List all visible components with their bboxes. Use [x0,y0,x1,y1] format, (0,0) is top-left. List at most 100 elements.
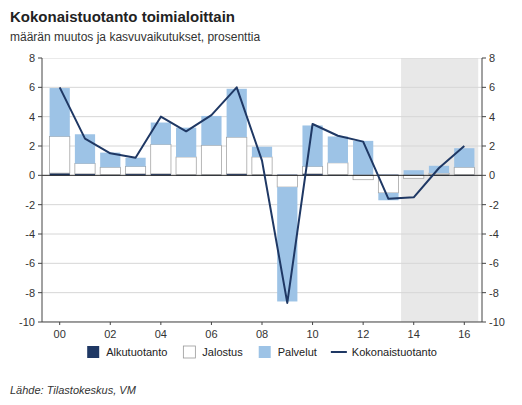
y-tick-label: -6 [25,257,35,269]
y-tick [38,146,42,147]
y2-tick [482,87,486,88]
y-axis-line [42,58,43,322]
y2-tick [482,175,486,176]
bar [404,170,424,174]
x-tick-label: 12 [357,328,369,340]
grid-line [42,116,482,117]
line [60,87,465,303]
x-tick [262,322,263,325]
bar [50,88,70,136]
chart: Kokonaistuotanto toimialoittain määrän mu… [0,0,522,405]
bar [227,137,247,174]
y-tick-label: -8 [25,287,35,299]
y2-tick-label: -6 [489,257,499,269]
y2-tick [482,146,486,147]
x-tick [59,322,60,325]
y-tick-label: -10 [19,316,35,328]
y2-tick [482,322,486,323]
zero-line [42,175,482,176]
bar [454,167,474,174]
y-tick-label: 0 [29,169,35,181]
y2-tick [482,116,486,117]
source: Lähde: Tilastokeskus, VM [10,384,137,396]
y2-tick-label: 6 [489,81,495,93]
grid-line [42,292,482,293]
y2-tick-label: -8 [489,287,499,299]
bar [252,147,272,157]
bar [328,163,348,175]
legend-swatch [183,346,195,358]
bar [429,173,449,174]
bar [75,164,95,174]
legend-item: Alkutuotanto [87,346,167,358]
y2-tick [482,204,486,205]
y-tick [38,175,42,176]
forecast-region [401,58,478,322]
bar [50,136,70,173]
grid-line [42,322,482,323]
y2-tick-label: 0 [489,169,495,181]
x-tick [312,322,313,325]
y-tick [38,204,42,205]
title: Kokonaistuotanto toimialoittain [10,8,235,25]
y2-tick [482,234,486,235]
y2-tick-label: 4 [489,111,495,123]
legend-label: Alkutuotanto [106,346,167,358]
bars [50,88,475,301]
y-tick-label: -2 [25,199,35,211]
legend: Alkutuotanto Jalostus Palvelut Kokonaistuot… [87,346,437,358]
legend-swatch [331,351,347,353]
y-tick [38,263,42,264]
bar [151,123,171,145]
bar [151,145,171,174]
legend-item: Jalostus [183,346,243,358]
x-tick [211,322,212,325]
x-tick-label: 04 [155,328,167,340]
y-tick [38,116,42,117]
y-tick [38,234,42,235]
grid-line [42,87,482,88]
bar [404,175,424,178]
legend-label: Palvelut [278,346,317,358]
y2-tick-label: -10 [489,316,505,328]
bar [353,175,373,179]
x-tick [363,322,364,325]
x-tick-label: 16 [458,328,470,340]
x-tick-label: 06 [205,328,217,340]
bar [277,175,297,187]
x-tick [413,322,414,325]
x-tick-label: 10 [306,328,318,340]
grid-line [42,58,482,59]
legend-label: Kokonaistuotanto [352,346,437,358]
x-tick-label: 14 [408,328,420,340]
x-tick [464,322,465,325]
bar [277,187,297,301]
bar [201,145,221,174]
y-tick-label: 8 [29,52,35,64]
grid-line [42,175,482,176]
y-tick [38,322,42,323]
y-tick-label: 2 [29,140,35,152]
y2-tick [482,58,486,59]
grid-line [42,204,482,205]
y2-tick [482,263,486,264]
y-tick [38,58,42,59]
grid-line [42,234,482,235]
y2-tick-label: 2 [489,140,495,152]
x-tick-label: 02 [104,328,116,340]
bar [100,167,120,174]
y2-tick-label: -2 [489,199,499,211]
legend-swatch [87,346,99,358]
legend-item: Palvelut [259,346,317,358]
subtitle: määrän muutos ja kasvuvaikutukset, prose… [10,30,260,44]
grid-line [42,263,482,264]
bar [125,167,145,174]
y-tick [38,292,42,293]
plot-area [42,58,482,322]
y2-tick [482,292,486,293]
x-tick-label: 08 [256,328,268,340]
y-tick-label: 4 [29,111,35,123]
bar [125,158,145,167]
x-tick [110,322,111,325]
y2-tick-label: -4 [489,228,499,240]
